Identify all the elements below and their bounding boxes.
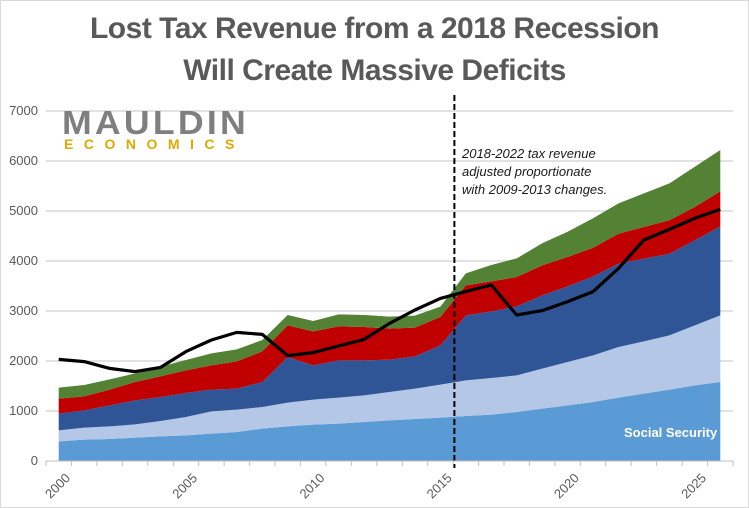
x-tick-label: 2025 — [678, 470, 709, 501]
y-tick-label: 2000 — [9, 353, 38, 368]
x-tick-label: 2005 — [169, 470, 200, 501]
area-series-1 — [58, 382, 721, 461]
y-tick-label: 4000 — [9, 253, 38, 268]
annotation-line-3: with 2009-2013 changes. — [462, 182, 608, 197]
logo-mauldin: MAULDIN — [62, 104, 250, 141]
social-security-label: Social Security — [624, 425, 718, 440]
annotation-line-2: adjusted proportionate — [462, 164, 592, 179]
chart-title-line-1: Lost Tax Revenue from a 2018 Recession — [89, 12, 660, 45]
area-series-3 — [58, 226, 721, 431]
x-tick-label: 2010 — [296, 470, 327, 501]
x-tick-label: 2015 — [424, 470, 455, 501]
annotation-tax-revenue: 2018-2022 tax revenue adjusted proportio… — [462, 145, 607, 199]
annotation-line-1: 2018-2022 tax revenue — [462, 146, 596, 161]
logo-economics: ECONOMICS — [64, 136, 245, 152]
x-tick-label: 2020 — [551, 470, 582, 501]
area-series-2 — [58, 315, 721, 442]
x-tick-label: 2000 — [42, 470, 73, 501]
area-series-4 — [58, 191, 721, 414]
y-tick-label: 1000 — [9, 403, 38, 418]
y-tick-label: 5000 — [9, 203, 38, 218]
y-tick-label: 3000 — [9, 303, 38, 318]
y-tick-label: 0 — [31, 453, 38, 468]
y-tick-label: 7000 — [9, 103, 38, 118]
total-line — [58, 207, 721, 374]
y-tick-label: 6000 — [9, 153, 38, 168]
chart-title-line-2: Will Create Massive Deficits — [183, 54, 566, 87]
